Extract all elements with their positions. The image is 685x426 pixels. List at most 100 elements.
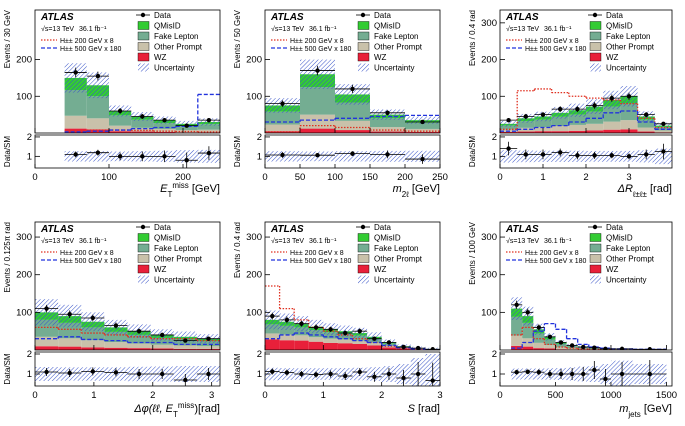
stack-bar [551, 116, 569, 127]
x-axis-label-part: ℓ±ℓ± [632, 190, 648, 199]
lumi-label: 36.1 fb⁻¹ [309, 238, 337, 245]
stack-bar [323, 332, 338, 339]
stack-bar [544, 339, 556, 346]
x-tick-label: 1 [321, 390, 326, 401]
ratio-point [506, 146, 511, 151]
legend-swatch [357, 243, 370, 253]
stack-bar [173, 348, 197, 350]
y-tick-label: 100 [16, 91, 32, 102]
ratio-frame [264, 351, 441, 387]
stack-bar [551, 131, 569, 133]
stack-bar [265, 124, 300, 132]
stack-bar [370, 131, 405, 133]
main-plot [265, 59, 440, 133]
data-point [430, 347, 435, 350]
legend-label: WZ [154, 53, 167, 62]
ratio-point [67, 370, 72, 376]
stack-bar [104, 331, 128, 343]
stack-bar [294, 335, 309, 341]
stack-bar [127, 343, 151, 349]
x-tick-label: 3 [626, 172, 631, 183]
legend-label: H±± 200 GeV x 8 [60, 250, 114, 257]
stack-bar [196, 348, 220, 350]
stack-bar [522, 322, 534, 339]
stack-bar [300, 128, 335, 133]
legend-label: Uncertainty [606, 276, 646, 285]
ratio-point [558, 371, 564, 377]
ratio-point [206, 150, 212, 156]
atlas-label: ATLAS [270, 224, 304, 235]
stack-bar [131, 119, 154, 128]
stack-bar [367, 342, 382, 346]
uncertainty-band [81, 312, 105, 332]
legend-label: H±± 500 GeV x 180 [290, 258, 351, 265]
stack-bar [308, 330, 324, 338]
ratio-point [386, 371, 392, 377]
uncertainty-band [500, 120, 518, 127]
legend-label: Data [606, 11, 623, 20]
stack-bar [511, 345, 523, 350]
stack-bar [173, 345, 197, 349]
y-axis-label: Events / 0.4 rad [233, 222, 242, 278]
stack-bar [568, 124, 586, 131]
ratio-y-tick-label: 2 [27, 349, 32, 360]
x-axis-label-part: jets [627, 410, 640, 419]
ratio-uncertainty-band [335, 151, 370, 162]
stack-bar [109, 131, 132, 133]
stack-bar [265, 111, 300, 125]
stack-bar [300, 87, 335, 115]
x-tick-label: 0 [497, 172, 502, 183]
legend-swatch [137, 21, 150, 30]
stack-bar [337, 343, 353, 350]
legend-label: H±± 200 GeV x 8 [525, 250, 579, 257]
main-frame [264, 221, 441, 351]
stack-bar [265, 339, 280, 350]
ratio-point [647, 371, 653, 377]
data-point [315, 68, 320, 73]
stack-bar [196, 346, 220, 349]
x-axis-label-part: T [173, 410, 178, 419]
ratio-point [644, 152, 649, 157]
ratio-y-tick-label: 1 [492, 369, 497, 380]
stack-bar [654, 130, 672, 133]
stack-bar [500, 131, 518, 133]
x-tick-label: 0 [32, 390, 37, 401]
data-point [626, 94, 632, 99]
data-point [299, 321, 304, 326]
ratio-frame [264, 134, 441, 169]
y-tick-label: 300 [481, 18, 497, 29]
lumi-label: 36.1 fb⁻¹ [544, 238, 572, 245]
stack-bar [620, 103, 638, 121]
stack-bar [153, 131, 176, 133]
x-tick-label: 0 [262, 172, 267, 183]
legend-label: QMisID [154, 234, 181, 243]
legend-swatch [137, 42, 150, 51]
energy-label: √s=13 TeV [506, 237, 539, 245]
y-tick-label: 100 [481, 307, 497, 318]
panel: 0 50 100 150 200 250 100 200 1 2 Events / 50 GeV Da… [233, 9, 448, 198]
ratio-point [385, 152, 390, 157]
x-axis-label-part: [GeV] [409, 183, 440, 195]
legend-label: Other Prompt [606, 43, 655, 52]
ratio-point [113, 370, 119, 375]
legend-swatch [358, 63, 369, 72]
ratio-point [525, 369, 530, 374]
data-point [343, 330, 348, 336]
legend-swatch [589, 42, 602, 51]
ratio-point [547, 371, 553, 377]
stack-bar [58, 338, 82, 347]
ratio-point [420, 156, 425, 162]
stack-bar [64, 128, 87, 133]
legend-swatch [358, 275, 369, 284]
stack-bar [153, 128, 176, 132]
ratio-frame [34, 134, 221, 169]
main-plot [511, 297, 667, 350]
ratio-y-tick-label: 2 [257, 349, 262, 360]
legend-label: QMisID [374, 22, 401, 31]
ratio-point [280, 152, 285, 158]
ratio-y-tick-label: 1 [257, 369, 262, 380]
stack-bar [367, 345, 382, 350]
main-frame [264, 9, 441, 134]
x-axis-label-part: miss [172, 181, 188, 190]
stack-bar [279, 325, 295, 335]
